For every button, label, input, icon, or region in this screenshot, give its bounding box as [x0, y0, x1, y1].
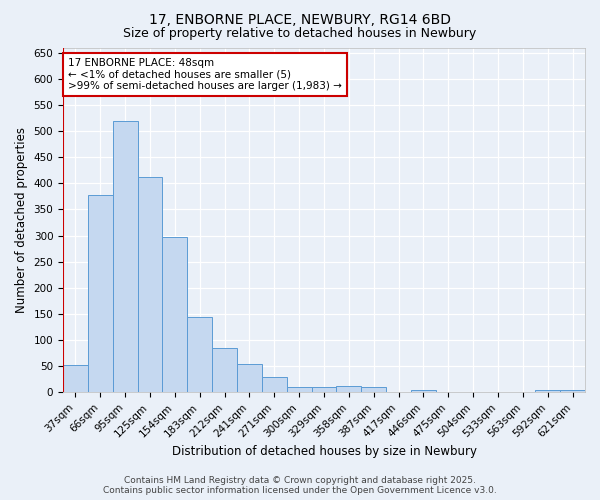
Bar — [535, 390, 560, 392]
Text: Size of property relative to detached houses in Newbury: Size of property relative to detached ho… — [124, 28, 476, 40]
Bar — [187, 316, 212, 392]
Bar — [337, 386, 361, 392]
X-axis label: Distribution of detached houses by size in Newbury: Distribution of detached houses by size … — [172, 444, 476, 458]
Bar — [411, 390, 436, 392]
Bar — [88, 195, 113, 392]
Bar — [63, 364, 88, 392]
Bar — [237, 364, 262, 392]
Bar — [560, 390, 585, 392]
Bar — [311, 387, 337, 392]
Bar — [163, 237, 187, 392]
Bar — [287, 387, 311, 392]
Text: Contains HM Land Registry data © Crown copyright and database right 2025.
Contai: Contains HM Land Registry data © Crown c… — [103, 476, 497, 495]
Bar — [262, 376, 287, 392]
Bar — [361, 387, 386, 392]
Bar — [113, 120, 137, 392]
Bar — [212, 348, 237, 393]
Text: 17, ENBORNE PLACE, NEWBURY, RG14 6BD: 17, ENBORNE PLACE, NEWBURY, RG14 6BD — [149, 12, 451, 26]
Y-axis label: Number of detached properties: Number of detached properties — [15, 127, 28, 313]
Bar — [137, 176, 163, 392]
Text: 17 ENBORNE PLACE: 48sqm
← <1% of detached houses are smaller (5)
>99% of semi-de: 17 ENBORNE PLACE: 48sqm ← <1% of detache… — [68, 58, 342, 91]
